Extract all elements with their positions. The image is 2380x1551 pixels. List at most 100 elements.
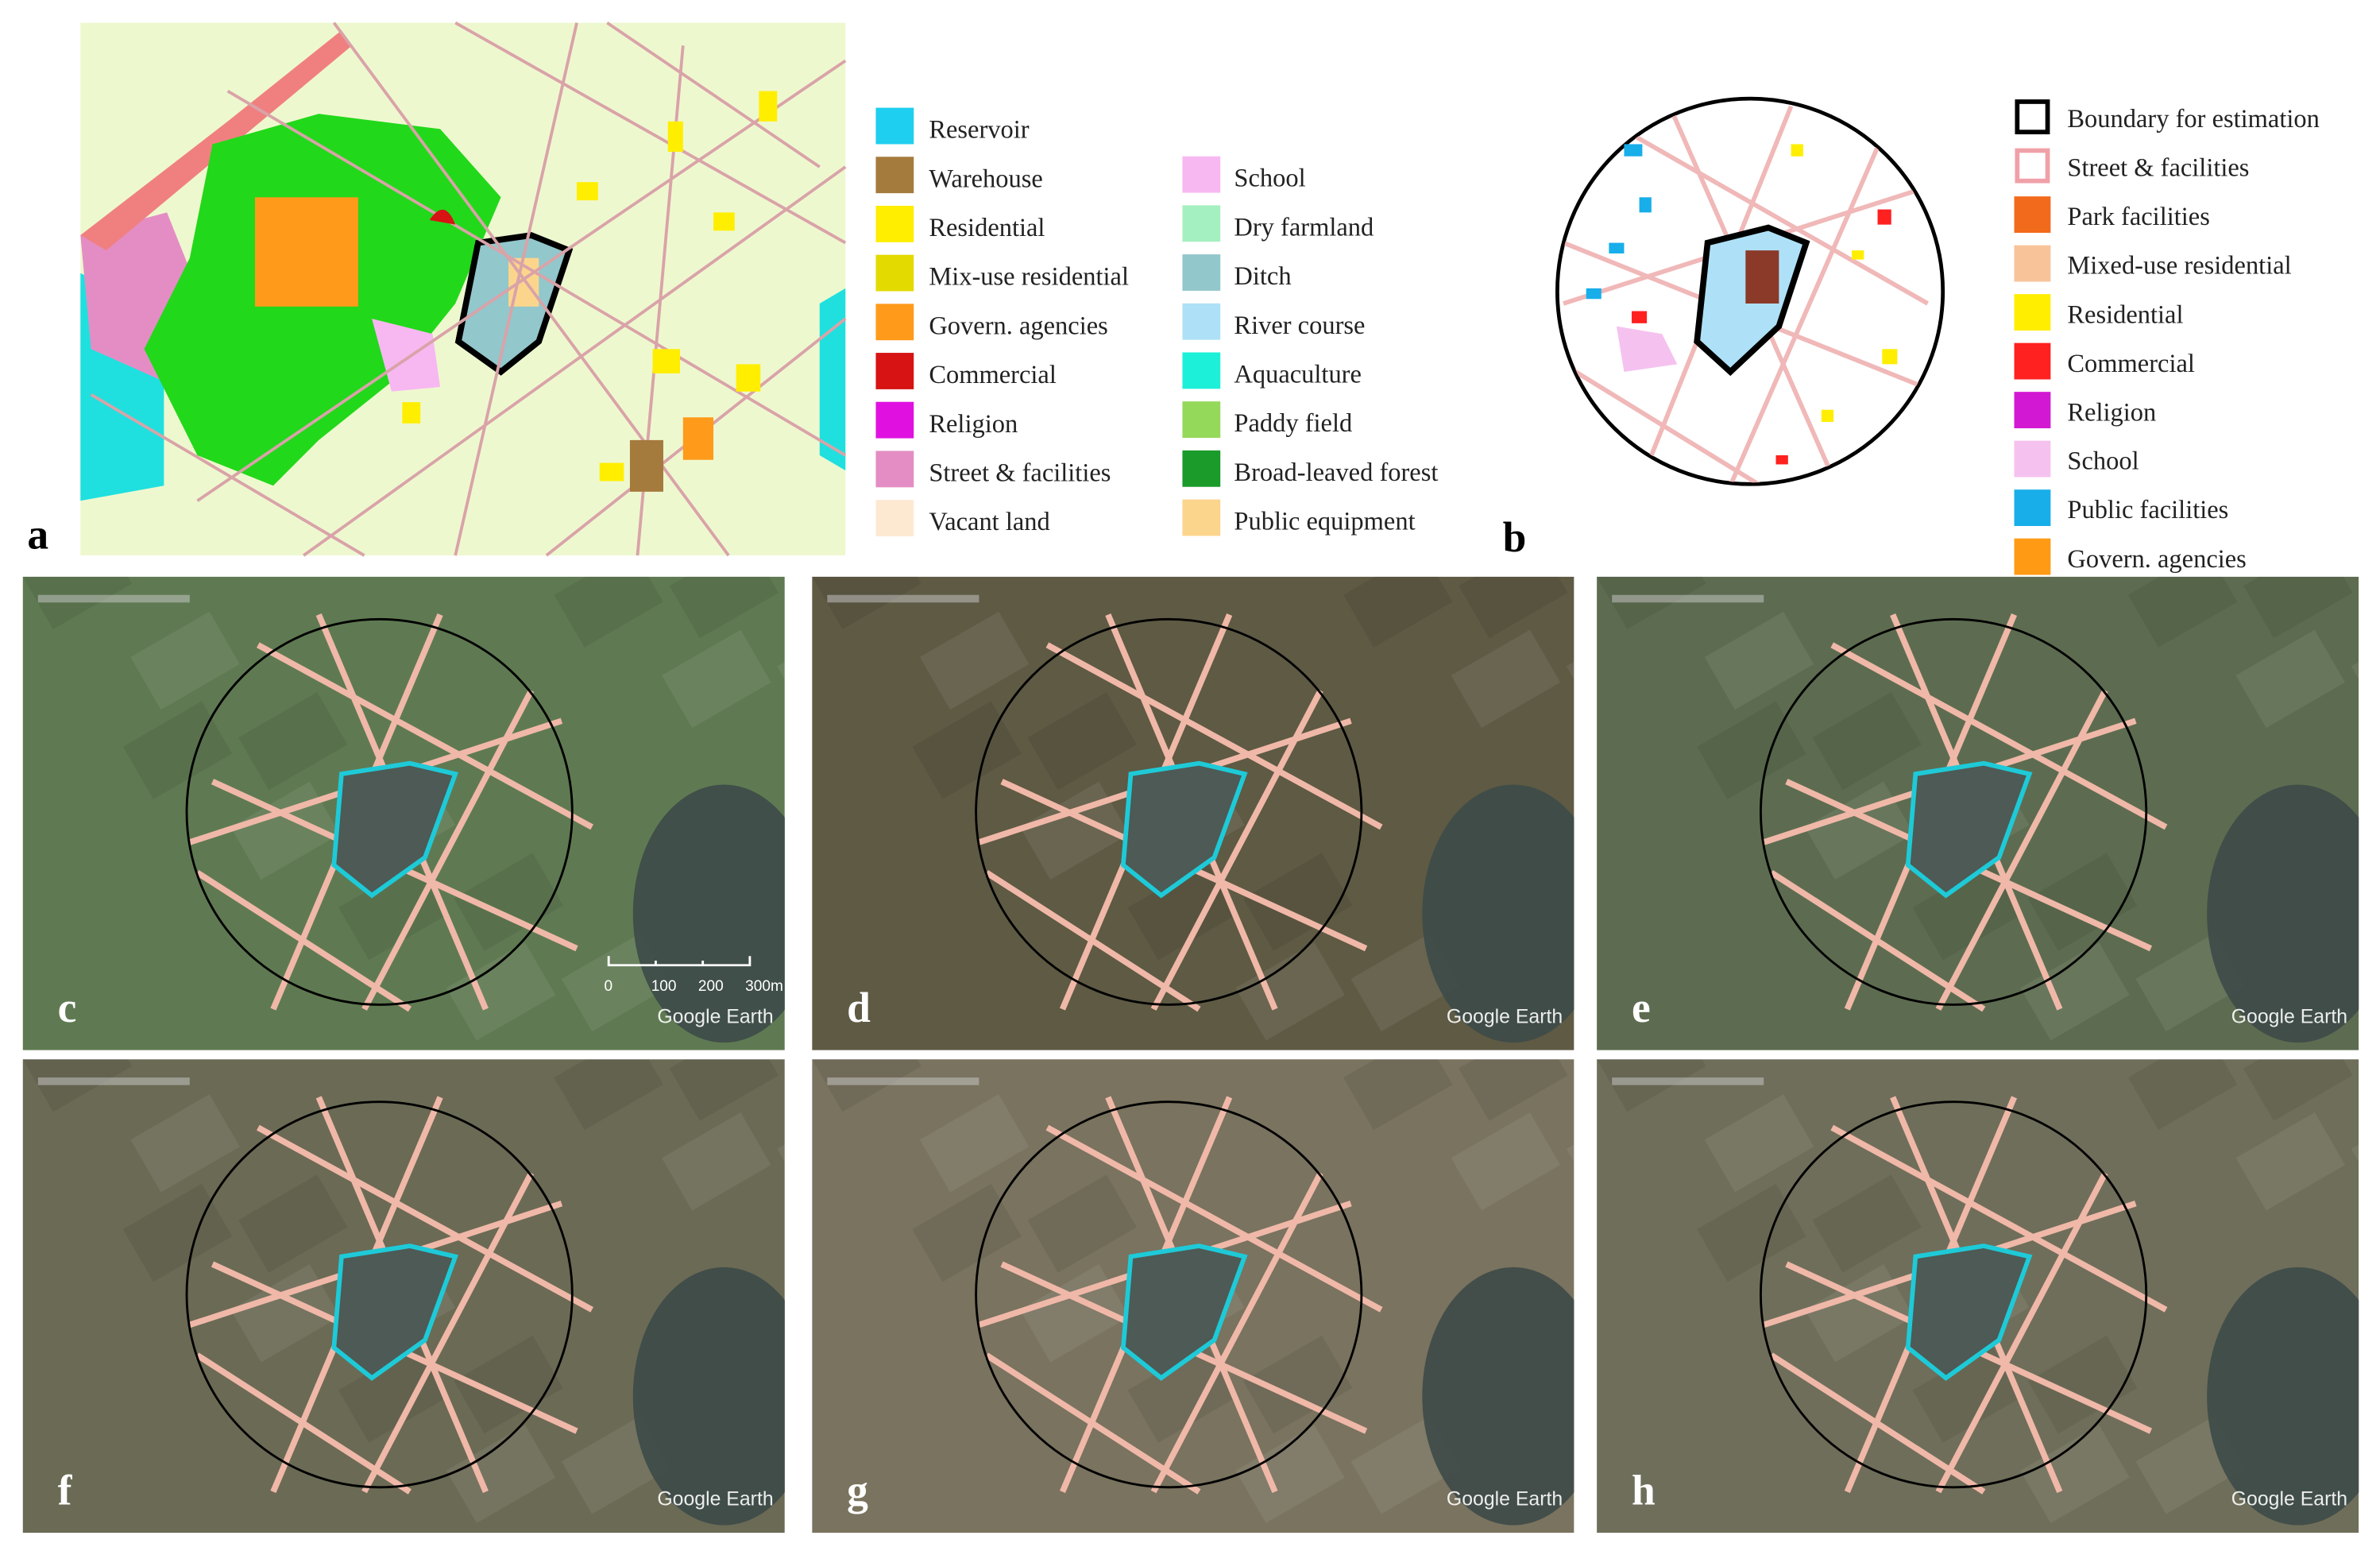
legend-swatch: [875, 304, 914, 341]
field-patch: [669, 576, 779, 639]
field-patch: [446, 1425, 556, 1523]
estimation-circle: [975, 617, 1363, 1006]
scale-label: 0: [604, 978, 612, 995]
toolbar-bar: [827, 1077, 979, 1085]
lake: [632, 1267, 785, 1526]
field-patch: [1812, 1174, 1922, 1273]
photo-panel: Google Earth g: [812, 1059, 1574, 1534]
field-patch: [2243, 1059, 2353, 1121]
estimation-circle: [185, 1100, 574, 1489]
field-patch: [2235, 629, 2345, 729]
legend-swatch: [1182, 205, 1221, 242]
lake: [2207, 1267, 2359, 1526]
field-patch: [22, 576, 133, 629]
legend-swatch: [2014, 392, 2051, 428]
field-patch: [1804, 1264, 1914, 1363]
field-patch: [1704, 1094, 1814, 1193]
field-patch: [812, 1059, 921, 1112]
parcel: [1745, 250, 1779, 304]
field-patch: [454, 853, 563, 951]
legend-swatch: [2014, 538, 2051, 575]
field-patch: [1235, 942, 1345, 1041]
legend-swatch: [2014, 245, 2051, 282]
field-patch: [22, 1059, 133, 1112]
field-patch: [1127, 1344, 1238, 1443]
lake: [2207, 784, 2359, 1043]
field-patch: [1127, 861, 1238, 961]
legend-label: River course: [1234, 311, 1365, 340]
field-patch: [1242, 853, 1353, 951]
legend-swatch: [875, 254, 914, 292]
photo-panel: Google Earth e: [1597, 576, 2359, 1050]
legend-label: Broad-leaved forest: [1234, 458, 1438, 487]
legend-label: Dry farmland: [1234, 213, 1374, 242]
toolbar-bar: [1612, 594, 1764, 603]
field-patch: [1697, 701, 1806, 799]
field-patch: [554, 1059, 663, 1131]
field-patch: [1027, 1174, 1138, 1273]
field-patch: [1343, 1059, 1453, 1131]
field-patch: [919, 1094, 1030, 1193]
photo-panel: Google Earth f: [22, 1059, 785, 1534]
estimation-circle: [975, 1100, 1363, 1489]
watermark: Google Earth: [2231, 1006, 2347, 1027]
field-patch: [130, 1094, 240, 1193]
panel-letter: a: [27, 510, 48, 558]
legend-swatch: [1182, 499, 1221, 536]
legend-swatch: [875, 353, 914, 389]
panel-letter: f: [58, 1467, 73, 1514]
field-patch: [1459, 576, 1568, 639]
legend-label: Vacant land: [929, 508, 1049, 536]
panel-letter: b: [1503, 513, 1527, 561]
field-patch: [446, 942, 556, 1041]
field-patch: [1020, 1264, 1130, 1363]
legend-swatch: [1182, 450, 1221, 487]
field-patch: [2027, 1335, 2138, 1434]
watermark: Google Earth: [657, 1006, 773, 1027]
field-patch: [2243, 576, 2353, 639]
field-patch: [1020, 781, 1130, 880]
panel-letter: e: [1632, 984, 1651, 1031]
field-patch: [669, 1059, 779, 1121]
lake: [1422, 784, 1574, 1043]
photo-content: Google Earth: [1597, 1059, 2359, 1534]
legend-label: Residential: [929, 214, 1045, 242]
field-patch: [230, 781, 340, 880]
lake: [632, 784, 785, 1043]
legend-label: School: [1234, 164, 1305, 193]
legend-swatch: [875, 451, 914, 488]
legend-swatch: [1182, 156, 1221, 193]
field-patch: [662, 1112, 771, 1211]
government-area: [255, 197, 358, 307]
legend-swatch: [875, 205, 914, 242]
legend-label: Reservoir: [929, 116, 1029, 145]
photo-panel: Google Earth h: [1597, 1059, 2359, 1534]
photo-content: Google Earth: [812, 576, 1574, 1050]
legend-label: Mixed-use residential: [2067, 252, 2291, 280]
residential-parcels: [1791, 144, 1898, 422]
legend-label: Aquaculture: [1234, 361, 1362, 389]
field-patch: [1451, 629, 1561, 729]
legend-label: Public facilities: [2067, 496, 2228, 524]
legend-swatch: [2014, 440, 2051, 478]
legend-label: Govern. agencies: [929, 311, 1107, 340]
school-area: [372, 319, 441, 392]
legend-label: Religion: [929, 410, 1018, 439]
toolbar-bar: [37, 594, 190, 603]
legend-swatch: [875, 107, 914, 145]
field-patch: [1451, 1112, 1561, 1211]
field-patch: [454, 1335, 563, 1434]
field-patch: [1242, 1335, 1353, 1434]
field-patch: [1597, 576, 1706, 629]
estimation-circle: [185, 617, 574, 1006]
school-parcel: [1616, 326, 1678, 372]
estimation-circle: [1759, 617, 2148, 1006]
field-patch: [122, 701, 233, 799]
toolbar-bar: [37, 1077, 190, 1085]
field-patch: [1459, 1059, 1568, 1121]
public-facility-parcels: [1586, 144, 1652, 300]
legend-label: Street & facilities: [2067, 154, 2249, 183]
pond-boundary: [1120, 1244, 1248, 1381]
